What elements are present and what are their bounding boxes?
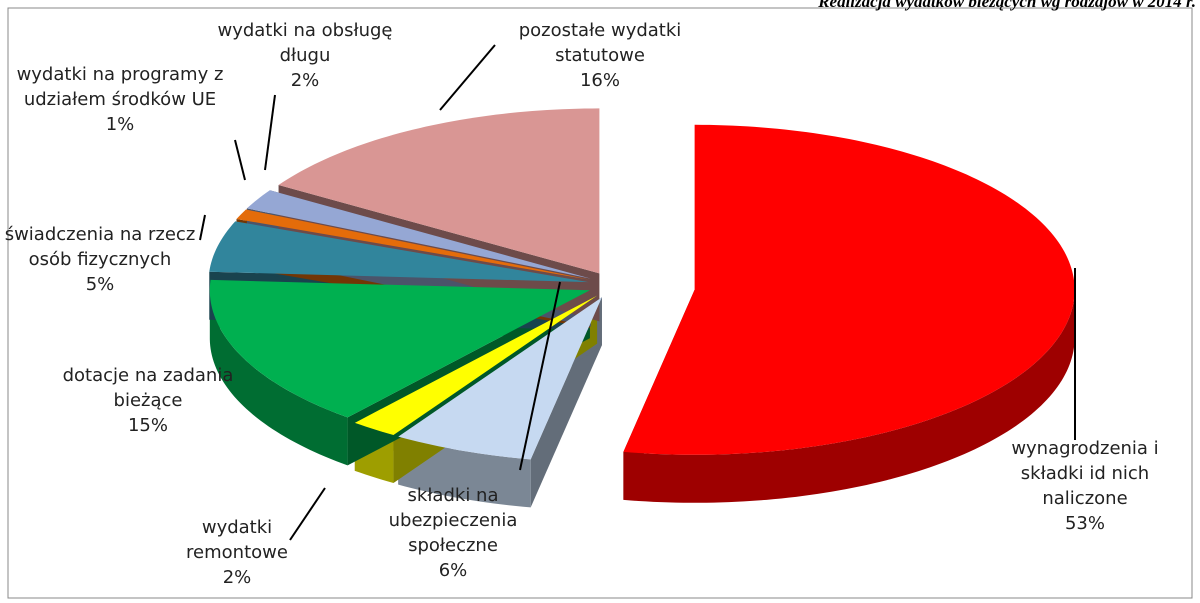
category-label: wydatki na obsługę długu [217,20,393,66]
slice-label: świadczenia na rzecz osób fizycznych 5% [0,222,200,297]
slice [278,108,600,274]
leader-line [289,487,326,541]
category-label: wydatki na programy z udziałem środków U… [16,64,224,110]
slice [354,295,598,435]
slice-side [623,290,1075,503]
chart-title: Realizacja wydatków bieżących wg rodzajó… [818,0,1196,11]
category-label: świadczenia na rzecz osób fizycznych [4,224,196,270]
category-label: wynagrodzenia i składki id nich naliczon… [1011,438,1159,509]
value-label: 5% [85,274,115,295]
slice-label: wynagrodzenia i składki id nich naliczon… [985,436,1185,536]
value-label: 1% [105,114,135,135]
value-label: 2% [222,567,252,588]
slice-label: wydatki remontowe 2% [162,515,312,590]
category-label: pozostałe wydatki statutowe [518,20,682,66]
value-label: 16% [579,70,620,91]
slice [209,279,590,418]
slice [209,221,589,283]
value-label: 15% [127,415,168,436]
value-label: 2% [290,70,320,91]
category-label: składki na ubezpieczenia społeczne [388,485,518,556]
slice [236,209,590,280]
slice-label: pozostałe wydatki statutowe 16% [500,18,700,93]
slice [623,124,1075,455]
slice [398,297,602,460]
leader-line [439,44,496,111]
leader-line [264,94,276,171]
slice [246,190,591,279]
slice-label: dotacje na zadania bieżące 15% [33,363,263,438]
slice-label: wydatki na programy z udziałem środków U… [10,62,230,137]
category-label: wydatki remontowe [186,517,288,563]
slice-label: składki na ubezpieczenia społeczne 6% [368,483,538,583]
leader-line [234,139,246,181]
slice-label: wydatki na obsługę długu 2% [195,18,415,93]
slice-side [209,291,348,466]
leader-line [199,214,206,241]
chart-frame [7,7,1193,599]
value-label: 6% [438,560,468,581]
leader-line [519,281,561,471]
value-label: 53% [1064,513,1105,534]
category-label: dotacje na zadania bieżące [62,365,234,411]
